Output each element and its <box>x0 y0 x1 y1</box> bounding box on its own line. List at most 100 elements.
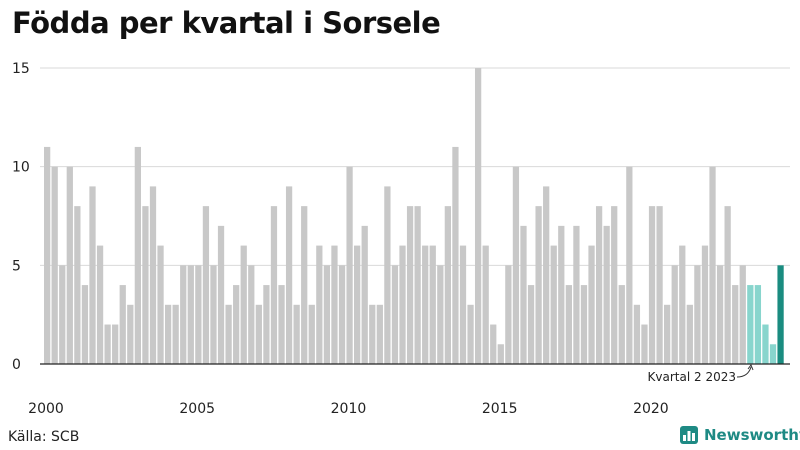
bar <box>429 245 436 364</box>
bar <box>694 265 701 364</box>
y-tick-label: 10 <box>12 160 30 176</box>
bar <box>467 304 474 364</box>
bar <box>142 206 149 364</box>
bar <box>74 206 81 364</box>
bar <box>172 304 179 364</box>
bar <box>716 265 724 364</box>
bar <box>104 324 111 364</box>
bar <box>611 206 618 364</box>
x-tick-label: 2010 <box>331 401 367 417</box>
bar <box>664 304 671 364</box>
bar <box>550 245 557 364</box>
brand-logo: Newsworthy <box>680 426 800 444</box>
bar <box>391 265 399 364</box>
bar <box>656 206 663 364</box>
bar <box>709 166 716 364</box>
bar <box>149 186 157 364</box>
x-tick-label: 2000 <box>28 401 64 417</box>
bar <box>89 186 96 364</box>
bar <box>81 285 89 364</box>
bar <box>51 166 58 364</box>
bar <box>769 344 777 364</box>
bar <box>535 206 542 364</box>
bar <box>134 146 141 364</box>
bar <box>270 206 278 364</box>
bar <box>777 265 784 364</box>
source-note: Källa: SCB <box>8 429 80 445</box>
annotation-label: Kvartal 2 2023 <box>648 370 736 384</box>
bar <box>278 285 285 364</box>
bar <box>248 265 255 364</box>
bar <box>671 265 678 364</box>
bar <box>369 304 376 364</box>
bar <box>573 225 580 364</box>
bar <box>354 245 361 364</box>
bar <box>59 265 66 364</box>
y-tick-label: 15 <box>12 61 30 77</box>
bar <box>308 304 315 364</box>
annotation-arrowhead <box>747 363 754 371</box>
bar <box>732 285 739 364</box>
bar <box>301 206 308 364</box>
bar <box>323 265 331 364</box>
bar <box>437 265 444 364</box>
bar <box>66 166 73 364</box>
bar <box>187 265 194 364</box>
bar <box>263 285 270 364</box>
bar <box>44 146 51 364</box>
bar <box>747 285 754 364</box>
bar-chart: 0 5 10 15 2000 2005 2010 2015 2020 Kvartal 2 20… <box>12 61 790 417</box>
bar <box>648 206 656 364</box>
bar <box>255 304 262 364</box>
bar <box>762 324 769 364</box>
bar <box>633 304 641 364</box>
bar <box>316 245 323 364</box>
bar <box>338 265 346 364</box>
bar <box>127 304 134 364</box>
brand-name: Newsworthy <box>704 426 800 444</box>
bar <box>618 285 625 364</box>
bar <box>195 265 202 364</box>
x-tick-label: 2015 <box>482 401 518 417</box>
bar <box>293 304 300 364</box>
bar <box>361 225 368 364</box>
bar <box>240 245 247 364</box>
bar <box>459 245 467 364</box>
bar <box>588 245 595 364</box>
bar <box>565 285 572 364</box>
bar <box>164 304 172 364</box>
bar <box>285 186 293 364</box>
bar <box>444 206 451 364</box>
bar <box>414 206 421 364</box>
bar <box>180 265 187 364</box>
bar <box>452 146 459 364</box>
bar <box>641 324 648 364</box>
bar <box>422 245 429 364</box>
bar <box>603 225 610 364</box>
bar <box>331 245 338 364</box>
bar <box>595 206 603 364</box>
chart-logo-icon <box>680 426 698 444</box>
bar <box>225 304 232 364</box>
bar <box>739 265 746 364</box>
bar <box>543 186 550 364</box>
bar <box>474 68 482 364</box>
bar <box>202 206 210 364</box>
bar <box>406 206 414 364</box>
bar <box>399 245 406 364</box>
bar <box>512 166 520 364</box>
bar <box>96 245 104 364</box>
bar <box>520 225 527 364</box>
bar <box>346 166 353 364</box>
bar <box>490 324 497 364</box>
bar <box>482 245 489 364</box>
x-tick-label: 2020 <box>633 401 669 417</box>
bar <box>119 285 126 364</box>
bar <box>580 285 588 364</box>
bar <box>217 225 225 364</box>
bar <box>384 186 391 364</box>
bar <box>527 285 535 364</box>
y-tick-label: 0 <box>12 357 21 373</box>
chart-title: Födda per kvartal i Sorsele <box>12 6 441 40</box>
annotation-arrow <box>736 366 752 378</box>
